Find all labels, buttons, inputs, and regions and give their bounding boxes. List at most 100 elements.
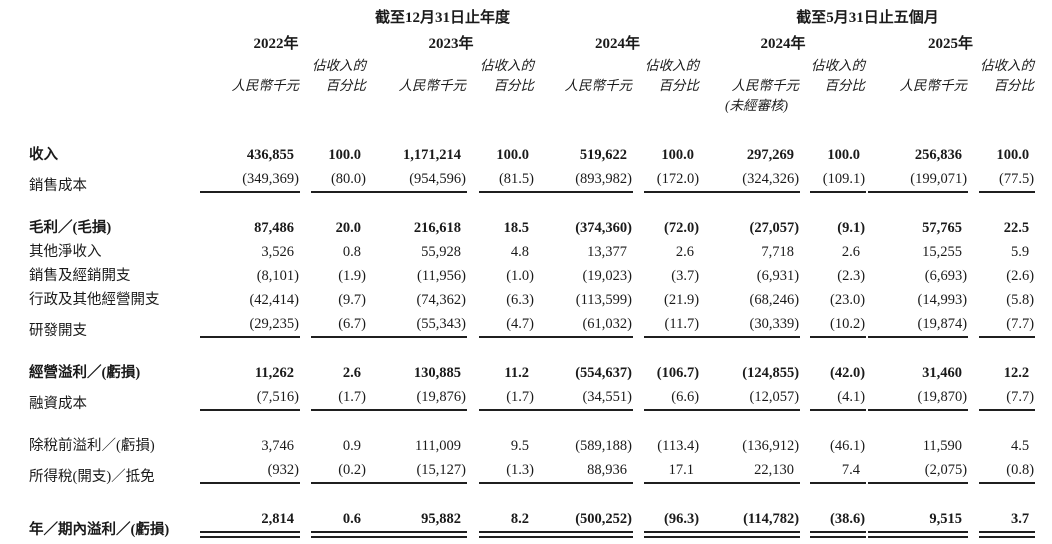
unit-header-pct-line2: 百分比 bbox=[824, 78, 866, 93]
unaudited-note: (未經審核) bbox=[725, 98, 789, 113]
table-cell: (1.7) bbox=[300, 383, 367, 414]
table-cell: (9.1) bbox=[837, 220, 866, 236]
row-label: 銷售成本 bbox=[29, 178, 87, 194]
spacer-cell bbox=[28, 97, 700, 117]
table-cell: 11.2 bbox=[504, 365, 529, 381]
year-header-row: 2022年 2023年 2024年 2024年 2025年 bbox=[28, 34, 1035, 57]
table-cell: 0.9 bbox=[342, 438, 361, 454]
table-cell: 95,882 bbox=[367, 487, 467, 540]
table-cell: (15,127) bbox=[367, 456, 467, 487]
table-cell: (77.5) bbox=[968, 165, 1036, 196]
table-cell: 7,718 bbox=[761, 244, 795, 260]
table-cell: 9,515 bbox=[866, 487, 969, 540]
table-cell: (0.2) bbox=[300, 456, 367, 487]
table-row: 銷售及經銷開支 (8,101) (1.9) (11,956) (1.0) (19,023)… bbox=[28, 262, 1035, 286]
period-group-header-annual: 截至12月31日止年度 bbox=[375, 10, 511, 26]
table-cell: 4.8 bbox=[510, 244, 529, 260]
table-cell: 18.5 bbox=[503, 220, 529, 236]
table-row: 除稅前溢利／(虧損) 3,746 0.9 111,009 9.5 (589,188) (11… bbox=[28, 414, 1035, 456]
financial-statement-page: 截至12月31日止年度 截至5月31日止五個月 2022年 2023年 2024… bbox=[0, 8, 1052, 544]
table-cell: 2,814 bbox=[185, 487, 300, 540]
table-cell: (30,339) bbox=[700, 310, 801, 341]
year-header-2024-interim: 2024年 bbox=[760, 36, 806, 52]
table-cell: 12.2 bbox=[1003, 365, 1030, 381]
table-cell: (8,101) bbox=[256, 268, 299, 284]
spacer-cell bbox=[28, 77, 185, 97]
row-label: 銷售及經銷開支 bbox=[29, 268, 131, 284]
table-cell: (324,326) bbox=[700, 165, 801, 196]
unit-header-rmb: 人民幣千元 bbox=[731, 78, 800, 93]
spacer-cell bbox=[28, 57, 185, 77]
table-cell: (0.8) bbox=[968, 456, 1036, 487]
unit-header-pct-line2: 百分比 bbox=[325, 78, 367, 93]
table-cell: 11,262 bbox=[254, 365, 294, 381]
year-header-2022: 2022年 bbox=[253, 36, 299, 52]
unit-header-pct-line2: 百分比 bbox=[493, 78, 535, 93]
table-cell: (5.8) bbox=[1006, 292, 1035, 308]
table-cell: 216,618 bbox=[413, 220, 461, 236]
table-cell: 11,590 bbox=[922, 438, 963, 454]
table-cell: (68,246) bbox=[749, 292, 800, 308]
table-cell: (4.1) bbox=[800, 383, 867, 414]
table-cell: (1.7) bbox=[467, 383, 535, 414]
table-cell: 22,130 bbox=[700, 456, 801, 487]
table-cell: (19,876) bbox=[367, 383, 467, 414]
table-cell: 256,836 bbox=[914, 147, 963, 163]
table-cell: (74,362) bbox=[416, 292, 466, 308]
table-cell: (11,956) bbox=[417, 268, 466, 284]
table-cell: (6,931) bbox=[756, 268, 800, 284]
table-cell: (12,057) bbox=[700, 383, 801, 414]
spacer-cell bbox=[28, 8, 185, 34]
table-cell: 9.5 bbox=[510, 438, 529, 454]
unit-header-rmb: 人民幣千元 bbox=[564, 78, 633, 93]
row-label: 其他淨收入 bbox=[29, 244, 102, 260]
table-cell: (199,071) bbox=[866, 165, 969, 196]
unit-header-row-main: 人民幣千元 百分比 人民幣千元 百分比 人民幣千元 百分比 人民幣千元 百分比 … bbox=[28, 77, 1035, 97]
table-cell: (11.7) bbox=[633, 310, 701, 341]
table-cell: 15,255 bbox=[922, 244, 963, 260]
period-group-header-five-months: 截至5月31日止五個月 bbox=[796, 10, 939, 26]
table-cell: 0.8 bbox=[342, 244, 361, 260]
table-header: 截至12月31日止年度 截至5月31日止五個月 2022年 2023年 2024… bbox=[28, 8, 1035, 117]
table-cell: (172.0) bbox=[633, 165, 701, 196]
table-cell: 4.5 bbox=[1010, 438, 1030, 454]
table-cell: 100.0 bbox=[496, 147, 529, 163]
table-cell: 3.7 bbox=[968, 487, 1036, 540]
row-label: 研發開支 bbox=[29, 323, 87, 339]
table-cell: (113,599) bbox=[575, 292, 632, 308]
table-cell: 8.2 bbox=[467, 487, 535, 540]
table-cell: (2,075) bbox=[866, 456, 969, 487]
table-row: 銷售成本 (349,369) (80.0) (954,596) (81.5) (893,9… bbox=[28, 165, 1036, 196]
table-cell: 100.0 bbox=[996, 147, 1030, 163]
table-cell: 20.0 bbox=[335, 220, 361, 236]
table-cell: 55,928 bbox=[421, 244, 461, 260]
table-cell: 100.0 bbox=[827, 147, 861, 163]
table-cell: (80.0) bbox=[300, 165, 367, 196]
table-cell: (72.0) bbox=[664, 220, 700, 236]
table-cell: (96.3) bbox=[633, 487, 701, 540]
table-cell: (932) bbox=[185, 456, 300, 487]
unit-header-pct-line1: 佔收入的 bbox=[811, 58, 866, 73]
table-cell: 87,486 bbox=[254, 220, 294, 236]
table-cell: (7.7) bbox=[968, 383, 1036, 414]
table-cell: 100.0 bbox=[328, 147, 361, 163]
unit-header-pct-line1: 佔收入的 bbox=[645, 58, 700, 73]
table-cell: (4.7) bbox=[467, 310, 535, 341]
table-cell: (19,023) bbox=[582, 268, 632, 284]
table-cell: (6.3) bbox=[506, 292, 534, 308]
table-cell: (46.1) bbox=[830, 438, 866, 454]
table-cell: (109.1) bbox=[800, 165, 867, 196]
row-label: 毛利／(毛損) bbox=[29, 220, 112, 236]
table-row: 融資成本 (7,516) (1.7) (19,876) (1.7) (34,551) (6.… bbox=[28, 383, 1036, 414]
table-cell: 2.6 bbox=[675, 244, 695, 260]
table-cell: (10.2) bbox=[800, 310, 867, 341]
table-cell: 3,746 bbox=[261, 438, 294, 454]
table-row: 行政及其他經營開支 (42,414) (9.7) (74,362) (6.3) (113,… bbox=[28, 286, 1035, 310]
table-row: 收入 436,855 100.0 1,171,214 100.0 519,622 100.0… bbox=[28, 117, 1035, 165]
table-cell: 519,622 bbox=[579, 147, 627, 163]
row-label: 收入 bbox=[29, 147, 58, 163]
table-cell: (81.5) bbox=[467, 165, 535, 196]
table-cell: (6,693) bbox=[924, 268, 968, 284]
table-cell: (1.0) bbox=[506, 268, 534, 284]
table-cell: (27,057) bbox=[749, 220, 800, 236]
